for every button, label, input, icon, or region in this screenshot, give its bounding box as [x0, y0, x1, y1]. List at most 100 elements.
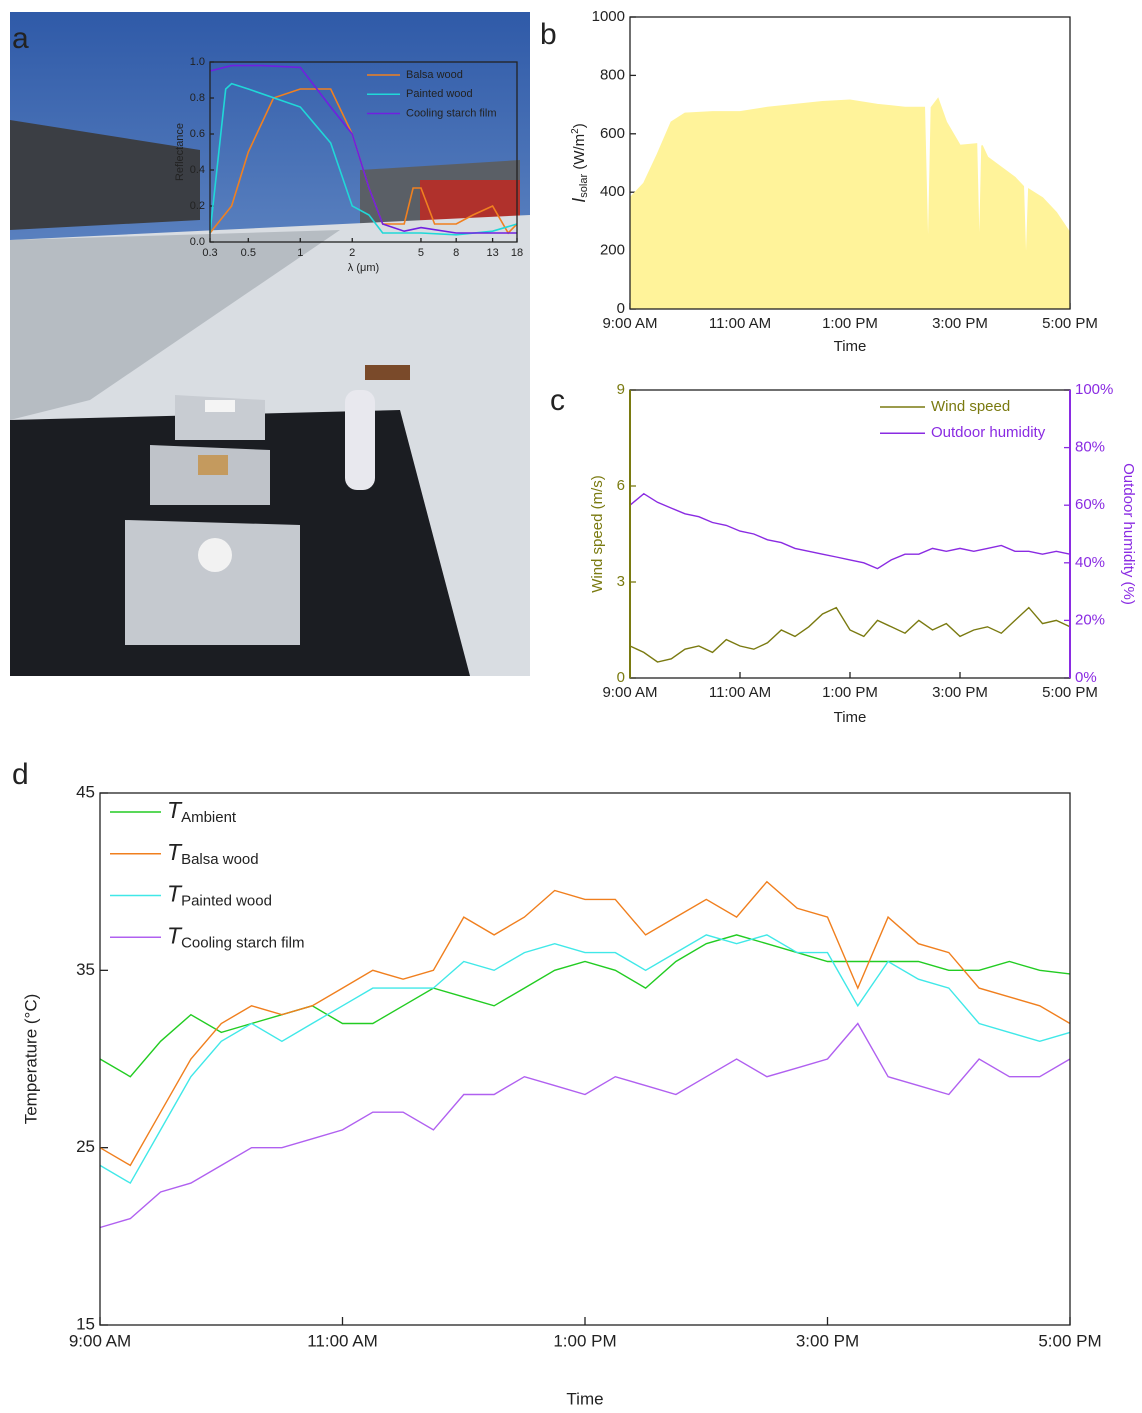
y-tick-label: 0 [617, 669, 625, 686]
legend-label: Cooling starch film [406, 107, 496, 119]
y-tick-label: 600 [600, 125, 625, 142]
legend-symbol: T [167, 839, 183, 865]
y-tick-label: 0.2 [190, 200, 205, 212]
x-tick-label: 1:00 PM [553, 1331, 616, 1350]
photo [10, 12, 530, 676]
chart-panel: 9:00 AM 11:00 AM 1:00 PM 3:00 PM 5:00 PM 0 200… [569, 8, 1098, 355]
x-tick-label: 9:00 AM [602, 315, 657, 332]
y-tick-label: 6 [617, 477, 625, 494]
x-tick-label: 3:00 PM [796, 1331, 859, 1350]
y2-tick-label: 60% [1075, 496, 1105, 513]
x-tick-label: 0.3 [202, 247, 217, 259]
x-tick-label: 1 [297, 247, 303, 259]
x-tick-label: 11:00 AM [307, 1331, 378, 1350]
legend-subscript: Painted wood [181, 892, 272, 909]
series-line [629, 606, 1071, 663]
series-line [99, 934, 1071, 1185]
legend-symbol: T [167, 881, 183, 907]
legend-label: TCooling starch film [167, 922, 304, 951]
x-tick-label: 5:00 PM [1042, 315, 1098, 332]
y2-tick-label: 20% [1075, 611, 1105, 628]
y2-tick-label: 100% [1075, 381, 1113, 398]
x-tick-label: 9:00 AM [602, 684, 657, 701]
legend-label: Balsa wood [406, 69, 463, 81]
y-axis-label-part: I [569, 198, 589, 203]
y-tick-label: 200 [600, 242, 625, 259]
plot-frame [629, 16, 1071, 310]
x-tick-label: 1:00 PM [822, 315, 878, 332]
y-tick-label: 25 [76, 1137, 95, 1156]
y-tick-label: 3 [617, 573, 625, 590]
y-axis-label: Temperature (°C) [21, 994, 40, 1125]
chart-panel: 0.3 0.5 1 2 5 8 13 18 0.0 0.2 0.4 0.6 0.8 1.0 Balsa wo… [174, 56, 523, 274]
plot-frame [209, 61, 518, 243]
y-tick-label: 45 [76, 782, 95, 801]
y2-tick-label: 80% [1075, 439, 1105, 456]
y-axis-label-part: ) [571, 123, 588, 128]
y-tick-label: 0.8 [190, 92, 205, 104]
series-line [209, 82, 518, 236]
y-axis-label: Wind speed (m/s) [589, 475, 606, 593]
legend-label: Wind speed [931, 398, 1010, 415]
area-line [629, 97, 1071, 275]
x-tick-label: 13 [486, 247, 498, 259]
panel-label: c [550, 384, 565, 417]
series-line [209, 64, 517, 234]
x-axis-label: Time [566, 1389, 603, 1408]
series-line [209, 88, 518, 235]
y-tick-label: 15 [76, 1314, 95, 1333]
panel-label: d [12, 758, 29, 791]
x-tick-label: 3:00 PM [932, 684, 988, 701]
x-tick-label: 11:00 AM [709, 315, 771, 332]
area-fill [630, 98, 1070, 309]
legend-label: TAmbient [167, 797, 237, 826]
series-line [99, 880, 1071, 1167]
y-tick-label: 0.4 [190, 164, 205, 176]
x-tick-label: 18 [511, 247, 523, 259]
y-tick-label: 0.0 [190, 236, 205, 248]
x-tick-label: 5:00 PM [1038, 1331, 1101, 1350]
x-tick-label: 2 [349, 247, 355, 259]
legend-symbol: T [167, 797, 183, 823]
legend-label: Painted wood [406, 88, 473, 100]
legend-label: Outdoor humidity [931, 424, 1046, 441]
legend-symbol: T [167, 922, 183, 948]
legend-label: TBalsa wood [167, 839, 259, 868]
series-line [99, 934, 1071, 1078]
legend-subscript: Balsa wood [181, 851, 259, 868]
series-line [99, 1022, 1071, 1229]
x-tick-label: 5:00 PM [1042, 684, 1098, 701]
legend-subscript: Cooling starch film [181, 934, 304, 951]
plot-frame [99, 792, 1071, 1326]
y-tick-label: 0 [617, 300, 625, 317]
chart-panel: 9:00 AM 11:00 AM 1:00 PM 3:00 PM 5:00 PM 0 3 6 9… [589, 381, 1137, 726]
x-axis-label: Time [834, 338, 867, 355]
y-axis-label: Reflectance [174, 123, 186, 181]
y-tick-label: 9 [617, 381, 625, 398]
y2-tick-label: 40% [1075, 554, 1105, 571]
x-tick-label: 11:00 AM [709, 684, 771, 701]
y-tick-label: 400 [600, 183, 625, 200]
y-axis-label-part: solar [578, 174, 590, 198]
y-axis-label: Isolar (W/m2) [569, 123, 590, 202]
series-line [629, 492, 1071, 570]
panel-label: b [540, 18, 557, 51]
y-axis-label-part: (W/m [571, 134, 588, 174]
y-tick-label: 800 [600, 66, 625, 83]
x-tick-label: 1:00 PM [822, 684, 878, 701]
legend-subscript: Ambient [181, 809, 237, 826]
x-tick-label: 8 [453, 247, 459, 259]
legend-label: TPainted wood [167, 881, 272, 910]
x-axis-label: λ (μm) [348, 262, 379, 274]
chart-panel: 9:00 AM 11:00 AM 1:00 PM 3:00 PM 5:00 PM 15 25… [21, 782, 1101, 1408]
x-tick-label: 9:00 AM [69, 1331, 131, 1350]
panel-label: a [12, 22, 29, 55]
y2-axis-label: Outdoor humidity (%) [1120, 463, 1137, 605]
x-tick-label: 0.5 [241, 247, 256, 259]
x-tick-label: 5 [418, 247, 424, 259]
y2-tick-label: 0% [1075, 669, 1097, 686]
y-tick-label: 35 [76, 960, 95, 979]
y-tick-label: 1000 [592, 8, 625, 25]
y-axis-label-part: 2 [570, 128, 581, 134]
